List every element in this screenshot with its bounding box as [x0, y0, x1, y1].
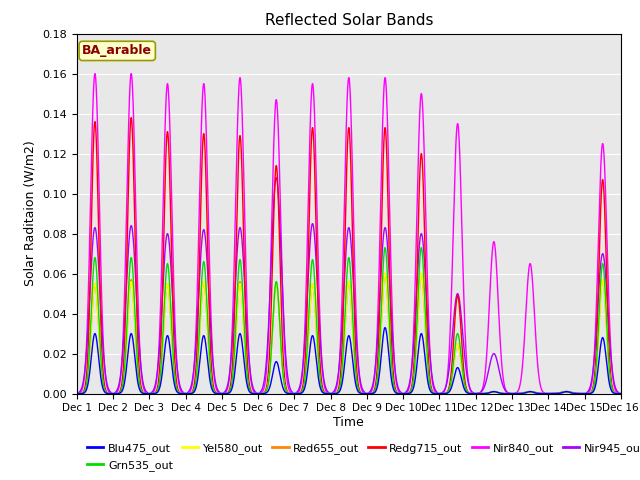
Nir840_out: [171, 312, 179, 318]
Red655_out: [502, 391, 509, 396]
Nir840_out: [617, 391, 625, 396]
Red655_out: [441, 391, 449, 396]
Grn535_out: [171, 372, 179, 377]
Yel580_out: [417, 271, 425, 276]
Grn535_out: [441, 391, 449, 396]
Yel580_out: [73, 391, 81, 396]
Nir840_out: [616, 391, 624, 396]
Nir945_out: [617, 391, 625, 396]
Redg715_out: [502, 391, 509, 396]
Blu475_out: [617, 391, 625, 396]
Blu475_out: [616, 391, 624, 396]
Blu475_out: [73, 391, 81, 396]
Nir945_out: [73, 391, 81, 396]
Nir945_out: [441, 387, 449, 393]
Nir840_out: [329, 390, 337, 396]
Nir840_out: [441, 388, 449, 394]
Red655_out: [328, 391, 336, 396]
Yel580_out: [171, 374, 179, 380]
Redg715_out: [329, 391, 337, 396]
Grn535_out: [73, 391, 81, 396]
Nir945_out: [171, 330, 179, 336]
Line: Red655_out: Red655_out: [77, 274, 621, 394]
Grn535_out: [617, 391, 625, 396]
Blu475_out: [502, 391, 509, 396]
Nir840_out: [502, 386, 509, 392]
Redg715_out: [441, 391, 449, 396]
Title: Reflected Solar Bands: Reflected Solar Bands: [264, 13, 433, 28]
Nir840_out: [73, 391, 81, 396]
X-axis label: Time: Time: [333, 416, 364, 429]
Yel580_out: [502, 391, 509, 396]
Line: Blu475_out: Blu475_out: [77, 328, 621, 394]
Line: Nir945_out: Nir945_out: [77, 178, 621, 394]
Yel580_out: [471, 391, 479, 396]
Nir945_out: [273, 175, 280, 180]
Red655_out: [417, 271, 425, 276]
Nir945_out: [616, 391, 624, 396]
Line: Yel580_out: Yel580_out: [77, 274, 621, 394]
Yel580_out: [617, 391, 625, 396]
Y-axis label: Solar Raditaion (W/m2): Solar Raditaion (W/m2): [24, 141, 36, 287]
Blu475_out: [441, 391, 449, 396]
Blu475_out: [328, 391, 336, 396]
Redg715_out: [617, 391, 625, 396]
Red655_out: [616, 391, 624, 396]
Nir945_out: [329, 390, 337, 396]
Line: Redg715_out: Redg715_out: [77, 118, 621, 394]
Redg715_out: [171, 354, 179, 360]
Redg715_out: [471, 391, 479, 396]
Redg715_out: [127, 115, 135, 120]
Nir840_out: [91, 71, 99, 76]
Redg715_out: [73, 391, 81, 396]
Yel580_out: [328, 391, 336, 396]
Text: BA_arable: BA_arable: [82, 44, 152, 58]
Red655_out: [617, 391, 625, 396]
Nir945_out: [471, 391, 479, 396]
Yel580_out: [616, 391, 624, 396]
Grn535_out: [417, 245, 425, 251]
Line: Nir840_out: Nir840_out: [77, 73, 621, 394]
Blu475_out: [381, 325, 389, 331]
Grn535_out: [616, 391, 624, 396]
Grn535_out: [502, 391, 509, 396]
Nir945_out: [502, 388, 509, 394]
Yel580_out: [441, 391, 449, 396]
Red655_out: [73, 391, 81, 396]
Grn535_out: [471, 391, 479, 396]
Redg715_out: [616, 391, 624, 396]
Line: Grn535_out: Grn535_out: [77, 248, 621, 394]
Grn535_out: [328, 391, 336, 396]
Blu475_out: [471, 391, 479, 396]
Red655_out: [471, 391, 479, 396]
Red655_out: [171, 374, 179, 380]
Legend: Blu475_out, Grn535_out, Yel580_out, Red655_out, Redg715_out, Nir840_out, Nir945_: Blu475_out, Grn535_out, Yel580_out, Red6…: [83, 439, 640, 475]
Blu475_out: [171, 382, 179, 388]
Nir840_out: [471, 391, 479, 396]
